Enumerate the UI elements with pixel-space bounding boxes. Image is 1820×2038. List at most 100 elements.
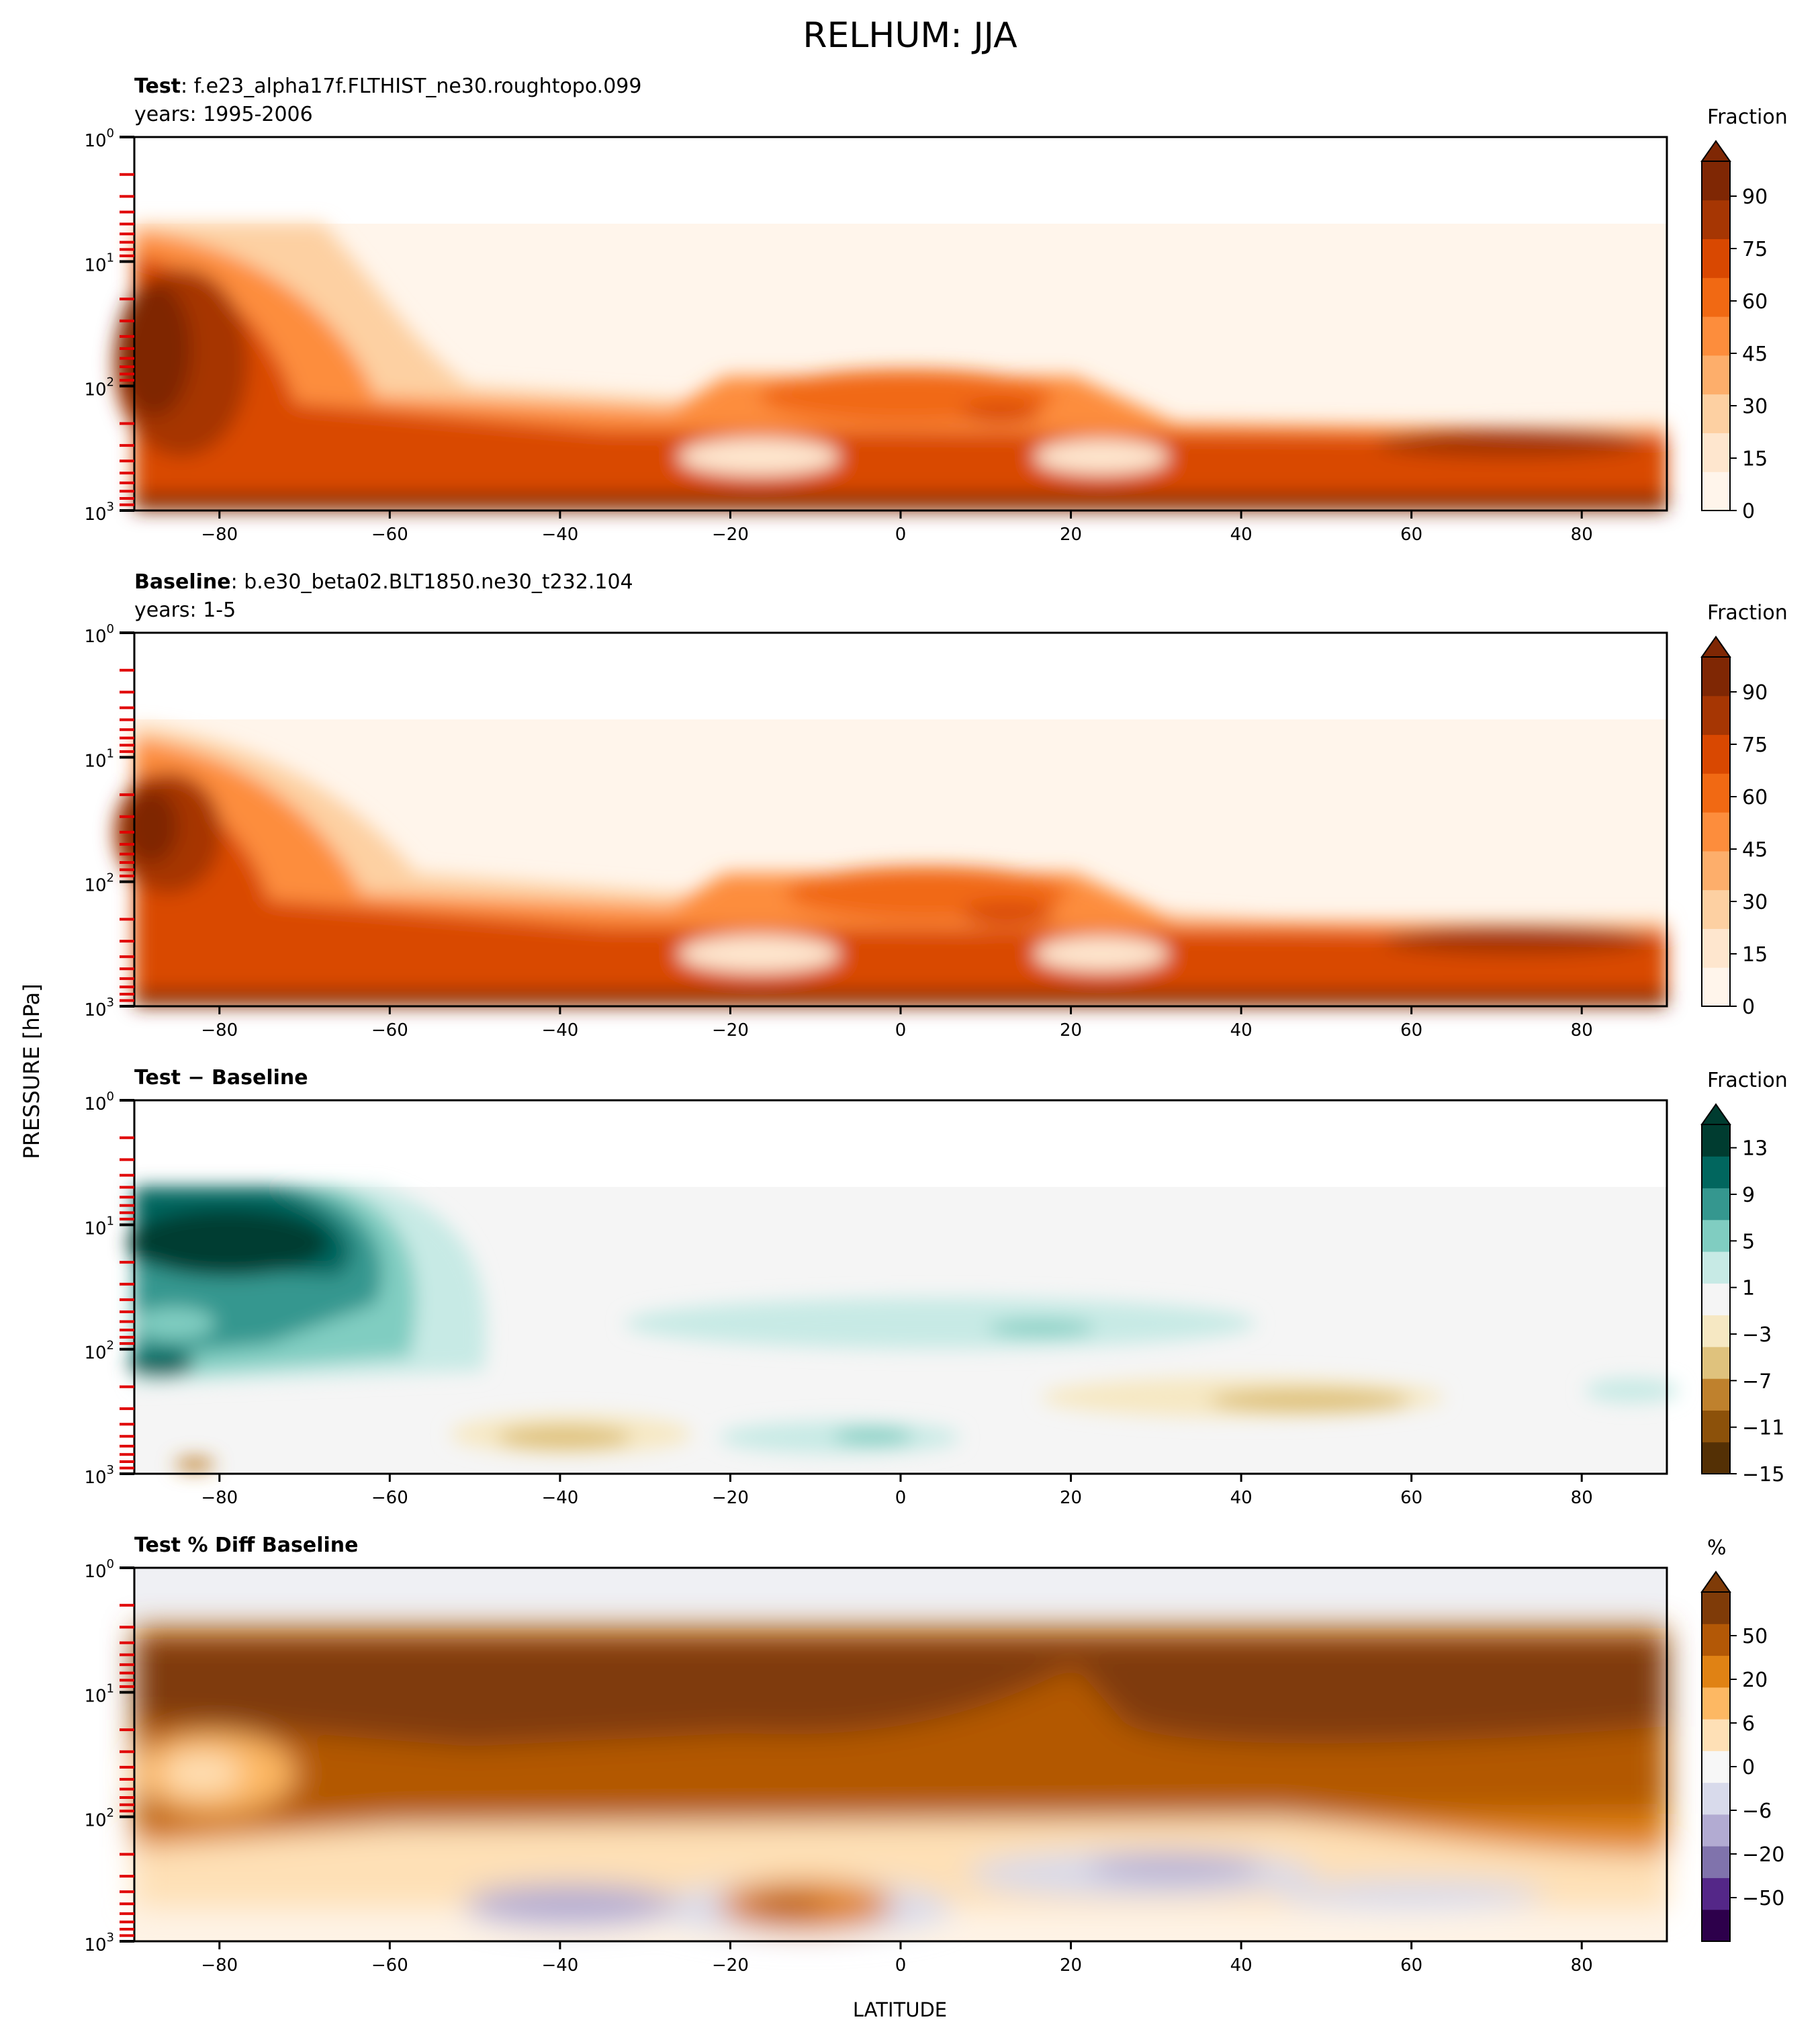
colorbar-swatch [1702,1592,1730,1624]
panel-title: Test: f.e23_alpha17f.FLTHIST_ne30.rought… [134,75,641,98]
plot-area [128,1099,1679,1475]
y-tick-label: 102 [84,871,114,896]
x-tick-label: −60 [371,525,408,545]
colorbar-label: % [1707,1536,1727,1560]
colorbar-swatch [1702,1814,1730,1847]
colorbar-tick-label: 90 [1742,681,1768,705]
x-tick-label: 40 [1230,1488,1253,1508]
colorbar-swatch [1702,1156,1730,1189]
colorbar-tick-label: 75 [1742,238,1768,261]
x-tick-label: 0 [895,1020,907,1040]
x-tick-label: −40 [541,1955,578,1976]
y-tick-label: 101 [84,251,114,275]
x-tick-label: 20 [1060,1020,1082,1040]
colorbar-tick-label: 90 [1742,185,1768,209]
colorbar-swatch [1702,355,1730,395]
y-tick-label: 101 [84,746,114,771]
colorbar-extension [1700,140,1731,162]
x-tick-label: 40 [1230,525,1253,545]
figure-title: RELHUM: JJA [803,15,1017,56]
plot-area [114,136,1668,512]
x-tick-label: −60 [371,1955,408,1976]
colorbar-swatch [1702,1782,1730,1815]
colorbar-swatch [1702,657,1730,697]
colorbar-swatch [1702,1624,1730,1656]
colorbar-extension [1700,1103,1731,1125]
colorbar-swatch [1702,773,1730,813]
panel-baseline: Baseline: b.e30_beta02.BLT1850.ne30_t232… [114,570,1788,1019]
panel-title: Test − Baseline [134,1066,308,1090]
colorbar-tick-label: −6 [1742,1800,1772,1823]
colorbar-tick-label: 0 [1742,500,1755,523]
x-tick-label: 80 [1571,525,1593,545]
x-tick-label: 80 [1571,1955,1593,1976]
colorbar: Fraction 13 9 5 1 −3 −7 −11 −15 [1700,1069,1788,1487]
x-tick-label: 60 [1400,1488,1422,1508]
colorbar-tick-label: −7 [1742,1370,1772,1393]
colorbar-swatch [1702,1283,1730,1316]
colorbar-swatch [1702,161,1730,201]
colorbar-tick-label: 45 [1742,838,1768,862]
colorbar-swatch [1702,1751,1730,1783]
x-axis-label: LATITUDE [853,1998,947,2021]
x-tick-label: 80 [1571,1488,1593,1508]
contour-fill [114,224,1667,511]
colorbar-tick-label: 60 [1742,290,1768,314]
y-tick-label: 102 [84,1339,114,1364]
panel-subtitle: years: 1-5 [134,599,236,622]
colorbar-tick-label: 15 [1742,943,1768,967]
colorbar-swatch [1702,1877,1730,1910]
colorbar-swatch [1702,967,1730,1007]
y-tick-label: 103 [84,1463,114,1488]
y-tick-label: 100 [84,622,114,647]
colorbar-swatch [1702,812,1730,852]
colorbar-swatch [1702,1251,1730,1284]
panel-test: Test: f.e23_alpha17f.FLTHIST_ne30.rought… [114,75,1788,523]
colorbar-swatch [1702,1655,1730,1688]
x-tick-label: −80 [201,1488,238,1508]
colorbar-swatch [1702,1188,1730,1221]
colorbar-swatch [1702,1219,1730,1252]
colorbar-tick-label: 1 [1742,1277,1755,1300]
x-tick-label: −60 [371,1488,408,1508]
y-tick-label: 101 [84,1681,114,1706]
x-tick-label: −80 [201,1955,238,1976]
colorbar-tick-label: 9 [1742,1184,1755,1207]
x-tick-label: 60 [1400,1955,1422,1976]
y-tick-label: 100 [84,1090,114,1114]
contour-fill [134,1628,1667,1935]
colorbar-extension [1700,635,1731,658]
x-tick-label: −20 [712,1488,749,1508]
plot-area [114,631,1668,1008]
colorbar-tick-label: −11 [1742,1417,1784,1440]
colorbar-tick-label: 50 [1742,1625,1768,1648]
x-tick-label: 0 [895,1488,907,1508]
x-tick-label: 40 [1230,1020,1253,1040]
axes-layer: −80 −60 −40 −20 0 20 40 60 80 100 101 102 103 −80 −60 −… [84,126,1592,1976]
colorbar-swatch [1702,1719,1730,1751]
x-tick-label: 40 [1230,1955,1253,1976]
colorbar-swatch [1702,316,1730,356]
colorbar-tick-label: −15 [1742,1463,1784,1487]
colorbar: % 50 20 6 0 −6 −20 −50 [1700,1536,1784,1942]
colorbar-swatch [1702,1124,1730,1157]
colorbar-tick-label: 13 [1742,1137,1768,1161]
colorbar-swatch [1702,1909,1730,1942]
colorbar-frame [1701,656,1731,1007]
x-tick-label: −20 [712,525,749,545]
y-tick-label: 103 [84,1931,114,1955]
colorbar-tick-label: 20 [1742,1669,1768,1692]
colorbar: Fraction 0 15 30 45 60 75 90 [1700,601,1788,1019]
colorbar-tick-label: 0 [1742,995,1755,1019]
x-tick-label: 80 [1571,1020,1593,1040]
y-tick-label: 100 [84,1557,114,1582]
x-tick-label: −40 [541,1488,578,1508]
colorbar-swatch [1702,1687,1730,1720]
colorbar-swatch [1702,277,1730,317]
y-tick-label: 102 [84,1806,114,1831]
x-tick-label: −40 [541,1020,578,1040]
colorbar-label: Fraction [1707,105,1788,129]
x-tick-label: −80 [201,525,238,545]
x-tick-label: 20 [1060,525,1082,545]
